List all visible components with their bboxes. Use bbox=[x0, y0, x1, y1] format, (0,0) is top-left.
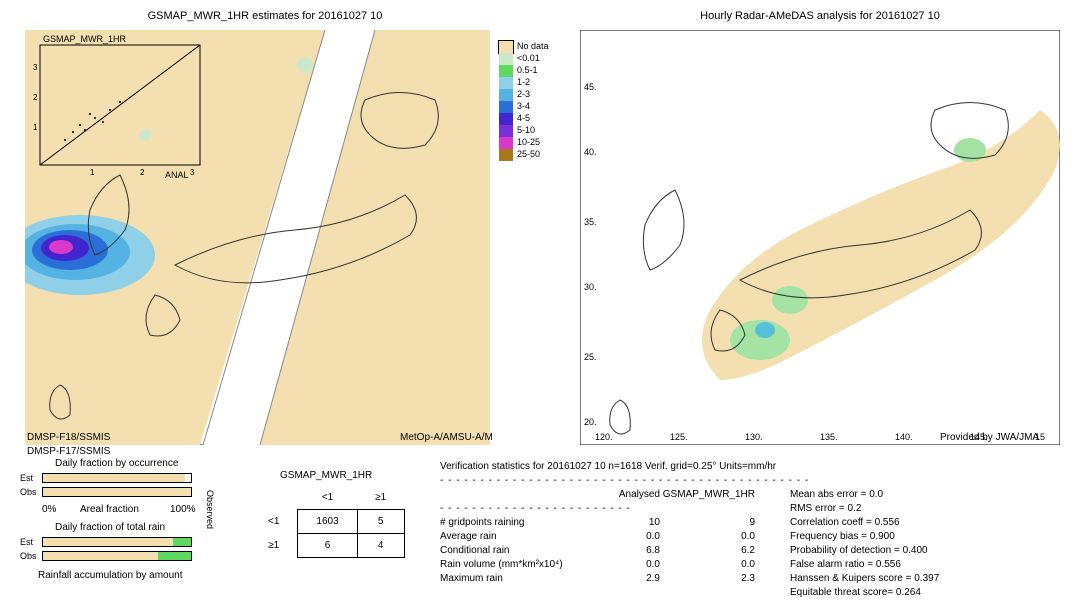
left-map-footer-right: MetOp-A/AMSU-A/M bbox=[400, 432, 493, 443]
rain-cyan-spot bbox=[755, 322, 775, 338]
bar-row-label: Est bbox=[20, 473, 42, 483]
ct-cell: 6 bbox=[298, 534, 357, 558]
legend-label: 5-10 bbox=[517, 124, 549, 136]
svg-text:130.: 130. bbox=[745, 432, 763, 442]
svg-text:ANAL: ANAL bbox=[165, 170, 189, 180]
metric-line: Correlation coeff = 0.556 bbox=[790, 516, 1010, 530]
svg-text:35.: 35. bbox=[584, 217, 597, 227]
verif-row: Average rain0.00.0 bbox=[440, 530, 760, 544]
metric-line: Hanssen & Kuipers score = 0.397 bbox=[790, 572, 1010, 586]
legend-label: 2-3 bbox=[517, 88, 549, 100]
total-xlabel: Rainfall accumulation by amount bbox=[38, 570, 183, 581]
legend-label: <0.01 bbox=[517, 52, 549, 64]
bar-row-label: Obs bbox=[20, 551, 42, 561]
metric-line: Frequency bias = 0.900 bbox=[790, 530, 1010, 544]
bar-row-label: Est bbox=[20, 537, 42, 547]
svg-text:140.: 140. bbox=[895, 432, 913, 442]
svg-text:20.: 20. bbox=[584, 417, 597, 427]
right-map-footer: Provided by JWA/JMA bbox=[940, 432, 1039, 443]
verif-header: Verification statistics for 20161027 10 … bbox=[440, 460, 1070, 474]
left-map-title: GSMAP_MWR_1HR estimates for 20161027 10 bbox=[25, 10, 505, 22]
ct-cell: 5 bbox=[357, 510, 404, 534]
svg-text:1: 1 bbox=[90, 168, 95, 177]
verif-metrics: Mean abs error = 0.0RMS error = 0.2Corre… bbox=[760, 488, 1010, 600]
occurrence-title: Daily fraction by occurrence bbox=[55, 458, 178, 469]
legend-label: 25-50 bbox=[517, 148, 549, 160]
left-map-subfooter: DMSP-F17/SSMIS bbox=[27, 446, 110, 457]
svg-text:3: 3 bbox=[190, 168, 195, 177]
observed-side-label: Observed bbox=[205, 490, 215, 529]
occ-xlabel-right: 100% bbox=[170, 504, 196, 515]
ct-cell: 4 bbox=[357, 534, 404, 558]
svg-text:1: 1 bbox=[33, 123, 38, 132]
left-map-footer-left: DMSP-F18/SSMIS bbox=[27, 432, 110, 443]
ct-cell: 1603 bbox=[298, 510, 357, 534]
svg-text:2: 2 bbox=[140, 168, 145, 177]
verification-block: Verification statistics for 20161027 10 … bbox=[440, 460, 1070, 600]
legend-label: 3-4 bbox=[517, 100, 549, 112]
ct-title: GSMAP_MWR_1HR bbox=[280, 470, 372, 481]
total-bars: Est Obs bbox=[20, 536, 200, 564]
svg-text:45.: 45. bbox=[584, 82, 597, 92]
verif-row: Rain volume (mm*km²x10⁴)0.00.0 bbox=[440, 558, 760, 572]
occ-xlabel-left: 0% bbox=[42, 504, 56, 515]
svg-text:135.: 135. bbox=[820, 432, 838, 442]
svg-text:3: 3 bbox=[33, 63, 38, 72]
contingency-table: <1≥1<116035≥164 bbox=[250, 486, 405, 558]
left-map: GSMAP_MWR_1HR 1 2 3 1 2 3 ANAL bbox=[25, 30, 490, 445]
occ-xlabel-mid: Areal fraction bbox=[80, 504, 139, 515]
legend-label: 10-25 bbox=[517, 136, 549, 148]
verif-row: # gridpoints raining109 bbox=[440, 516, 760, 530]
bar-row-label: Obs bbox=[20, 487, 42, 497]
inset-label: GSMAP_MWR_1HR bbox=[43, 34, 127, 44]
metric-line: Probability of detection = 0.400 bbox=[790, 544, 1010, 558]
total-title: Daily fraction of total rain bbox=[55, 522, 165, 533]
metric-line: RMS error = 0.2 bbox=[790, 502, 1010, 516]
verif-row: Conditional rain6.86.2 bbox=[440, 544, 760, 558]
svg-text:125.: 125. bbox=[670, 432, 688, 442]
svg-text:120.: 120. bbox=[595, 432, 613, 442]
svg-text:30.: 30. bbox=[584, 282, 597, 292]
svg-text:2: 2 bbox=[33, 93, 38, 102]
divider: - - - - - - - - - - - - - - - - - - - - … bbox=[440, 474, 1070, 488]
right-map-title: Hourly Radar-AMeDAS analysis for 2016102… bbox=[580, 10, 1060, 22]
legend-label: No data bbox=[517, 40, 549, 52]
legend-label: 1-2 bbox=[517, 76, 549, 88]
occurrence-bars: Est Obs bbox=[20, 472, 200, 500]
verif-row: Maximum rain2.92.3 bbox=[440, 572, 760, 586]
legend-label: 4-5 bbox=[517, 112, 549, 124]
svg-text:40.: 40. bbox=[584, 147, 597, 157]
right-map: 120.125.130. 135.140.145.15 20.25.30. 35… bbox=[580, 30, 1060, 445]
verif-rows: AnalysedGSMAP_MWR_1HR- - - - - - - - - -… bbox=[440, 488, 760, 600]
color-legend: No data<0.010.5-11-22-33-44-55-1010-2525… bbox=[498, 40, 568, 54]
metric-line: Equitable threat score= 0.264 bbox=[790, 586, 1010, 600]
legend-label: 0.5-1 bbox=[517, 64, 549, 76]
metric-line: Mean abs error = 0.0 bbox=[790, 488, 1010, 502]
svg-text:25.: 25. bbox=[584, 352, 597, 362]
metric-line: False alarm ratio = 0.556 bbox=[790, 558, 1010, 572]
